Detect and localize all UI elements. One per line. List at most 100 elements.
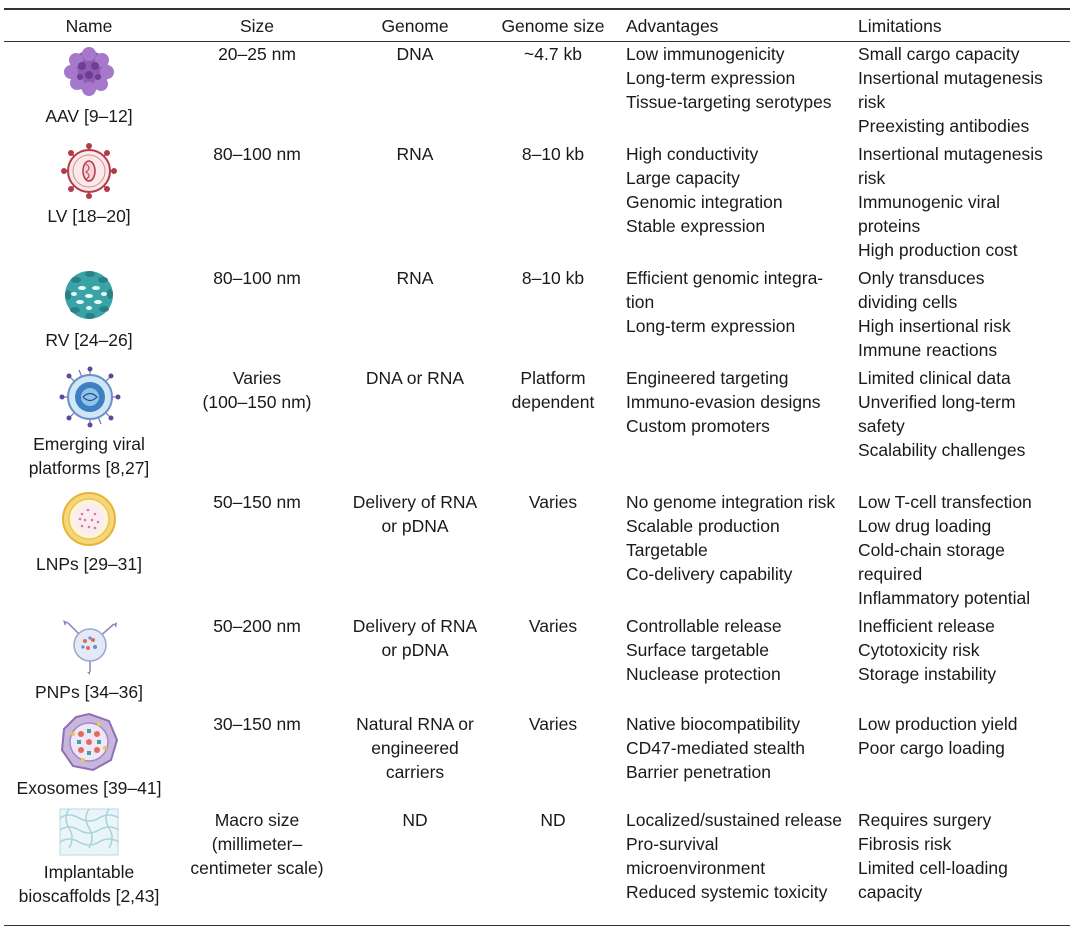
genome-cell: Delivery of RNA or pDNA xyxy=(340,490,490,614)
cell-line: Long-term expression xyxy=(626,315,796,336)
cell-line: Small cargo capacity xyxy=(858,44,1020,64)
genome-cell: Delivery of RNA or pDNA xyxy=(340,614,490,712)
cell-line: Targetable xyxy=(626,539,708,560)
cell-line: centimeter scale) xyxy=(190,857,324,878)
table-row: AAV [9–12] 20–25 nm DNA ~4.7 kb Low immunoge… xyxy=(4,42,1070,142)
cell-line: Requires surgery xyxy=(858,809,992,830)
cell-line: Controllable release xyxy=(626,615,782,636)
cell-line: required xyxy=(858,563,923,584)
name-line: PNPs [34–36] xyxy=(35,681,143,702)
cell-line: 8–10 kb xyxy=(521,267,585,288)
cell-line: RNA xyxy=(396,143,434,164)
advantages-cell: Controllable release Surface targetable Nu… xyxy=(616,614,848,712)
cell-line: Macro size xyxy=(214,809,300,830)
header-limitations: Limitations xyxy=(848,8,1070,42)
cell-line: Cytotoxicity risk xyxy=(858,639,980,660)
cell-line: 80–100 nm xyxy=(213,267,301,288)
name-cell: PNPs [34–36] xyxy=(4,614,174,712)
genome-size-cell: 8–10 kb xyxy=(490,266,616,366)
name-line: AAV [9–12] xyxy=(45,106,133,126)
cell-line: Varies xyxy=(232,367,282,388)
cell-line: dependent xyxy=(511,391,595,412)
cell-line: Immuno-evasion designs xyxy=(626,391,821,412)
cell-line: ND xyxy=(540,809,566,830)
name-cell: Implantable bioscaffolds [2,43] xyxy=(4,807,174,926)
table-row: Emerging viral platforms [8,27] Varies (100… xyxy=(4,366,1070,490)
cell-line: Limited clinical data xyxy=(858,367,1011,388)
table-row: Exosomes [39–41] 30–150 nm Natural RNA or e… xyxy=(4,712,1070,808)
limitations-cell: Low T-cell transfection Low drug loading C… xyxy=(848,490,1070,614)
genome-cell: DNA or RNA xyxy=(340,366,490,490)
header-genome-size: Genome size xyxy=(490,8,616,42)
name-cell: Emerging viral platforms [8,27] xyxy=(4,366,174,490)
table-row: Implantable bioscaffolds [2,43] Macro size… xyxy=(4,807,1070,926)
cell-line: proteins xyxy=(858,215,921,236)
cell-line: Inflammatory potential xyxy=(858,587,1031,608)
cell-line: Reduced systemic toxicity xyxy=(626,881,828,902)
advantages-cell: Native biocompatibility CD47-mediated ste… xyxy=(616,712,848,808)
table-row: LV [18–20] 80–100 nm RNA 8–10 kb High conduc… xyxy=(4,142,1070,266)
aav-virus-icon xyxy=(59,42,119,100)
cell-line: Only transduces xyxy=(858,267,985,288)
cell-line: Poor cargo loading xyxy=(858,737,1005,758)
cell-line: ND xyxy=(402,809,428,830)
cell-line: Nuclease protection xyxy=(626,663,781,684)
name-cell: AAV [9–12] xyxy=(4,42,174,142)
size-cell: 50–150 nm xyxy=(174,490,340,614)
header-advantages: Advantages xyxy=(616,8,848,42)
size-cell: 80–100 nm xyxy=(174,266,340,366)
genome-cell: RNA xyxy=(340,142,490,266)
cell-line: 80–100 nm xyxy=(213,143,301,164)
table-row: RV [24–26] 80–100 nm RNA 8–10 kb Efficient g… xyxy=(4,266,1070,366)
advantages-cell: High conductivity Large capacity Genomic i… xyxy=(616,142,848,266)
cell-line: DNA xyxy=(396,44,434,64)
header-size: Size xyxy=(174,8,340,42)
cell-line: Large capacity xyxy=(626,167,740,188)
cell-line: Storage instability xyxy=(858,663,997,684)
cell-line: Stable expression xyxy=(626,215,766,236)
cell-line: dividing cells xyxy=(858,291,958,312)
genome-size-cell: 8–10 kb xyxy=(490,142,616,266)
name-cell: RV [24–26] xyxy=(4,266,174,366)
cell-line: Immune reactions xyxy=(858,339,998,360)
cell-line: Cold-chain storage xyxy=(858,539,1005,560)
cell-line: 50–200 nm xyxy=(213,615,301,636)
cell-line: Varies xyxy=(528,713,578,734)
name-line: LNPs [29–31] xyxy=(35,553,143,574)
lentivirus-icon xyxy=(59,142,119,200)
cell-line: Platform xyxy=(520,367,586,388)
cell-line: (millimeter– xyxy=(211,833,303,854)
name-line: Exosomes [39–41] xyxy=(16,777,162,798)
limitations-cell: Low production yield Poor cargo loading xyxy=(848,712,1070,808)
cell-line: risk xyxy=(858,92,886,112)
name-line: RV [24–26] xyxy=(45,329,133,350)
cell-line: Tissue-targeting serotypes xyxy=(626,92,832,112)
genome-cell: Natural RNA or engineered carriers xyxy=(340,712,490,808)
cell-line: RNA xyxy=(396,267,434,288)
genome-cell: RNA xyxy=(340,266,490,366)
cell-line: Natural RNA or xyxy=(356,713,474,734)
cell-line: Preexisting antibodies xyxy=(858,116,1030,136)
name-line: platforms [8,27] xyxy=(28,457,150,478)
cell-line: Surface targetable xyxy=(626,639,770,660)
advantages-cell: Efficient genomic integra-tion Long-term … xyxy=(616,266,848,366)
name-cell: LNPs [29–31] xyxy=(4,490,174,614)
cell-line: High conductivity xyxy=(626,143,759,164)
cell-line: Long-term expression xyxy=(626,68,796,88)
table-row: PNPs [34–36] 50–200 nm Delivery of RNA or p… xyxy=(4,614,1070,712)
cell-line: or pDNA xyxy=(381,639,449,660)
cell-line: Custom promoters xyxy=(626,415,770,436)
cell-line: Efficient genomic integra- xyxy=(626,267,824,288)
cell-line: microenvironment xyxy=(626,857,766,878)
cell-line: Pro-survival xyxy=(626,833,719,854)
name-line: Implantable xyxy=(43,861,135,882)
cell-line: 30–150 nm xyxy=(213,713,301,734)
cell-line: carriers xyxy=(385,761,445,782)
name-line: Emerging viral xyxy=(33,433,145,454)
table-row: LNPs [29–31] 50–150 nm Delivery of RNA or p… xyxy=(4,490,1070,614)
cell-line: CD47-mediated stealth xyxy=(626,737,805,758)
cell-line: tion xyxy=(626,291,655,312)
cell-line: Varies xyxy=(528,491,578,512)
cell-line: Low production yield xyxy=(858,713,1018,734)
name-line: LV [18–20] xyxy=(47,205,131,226)
